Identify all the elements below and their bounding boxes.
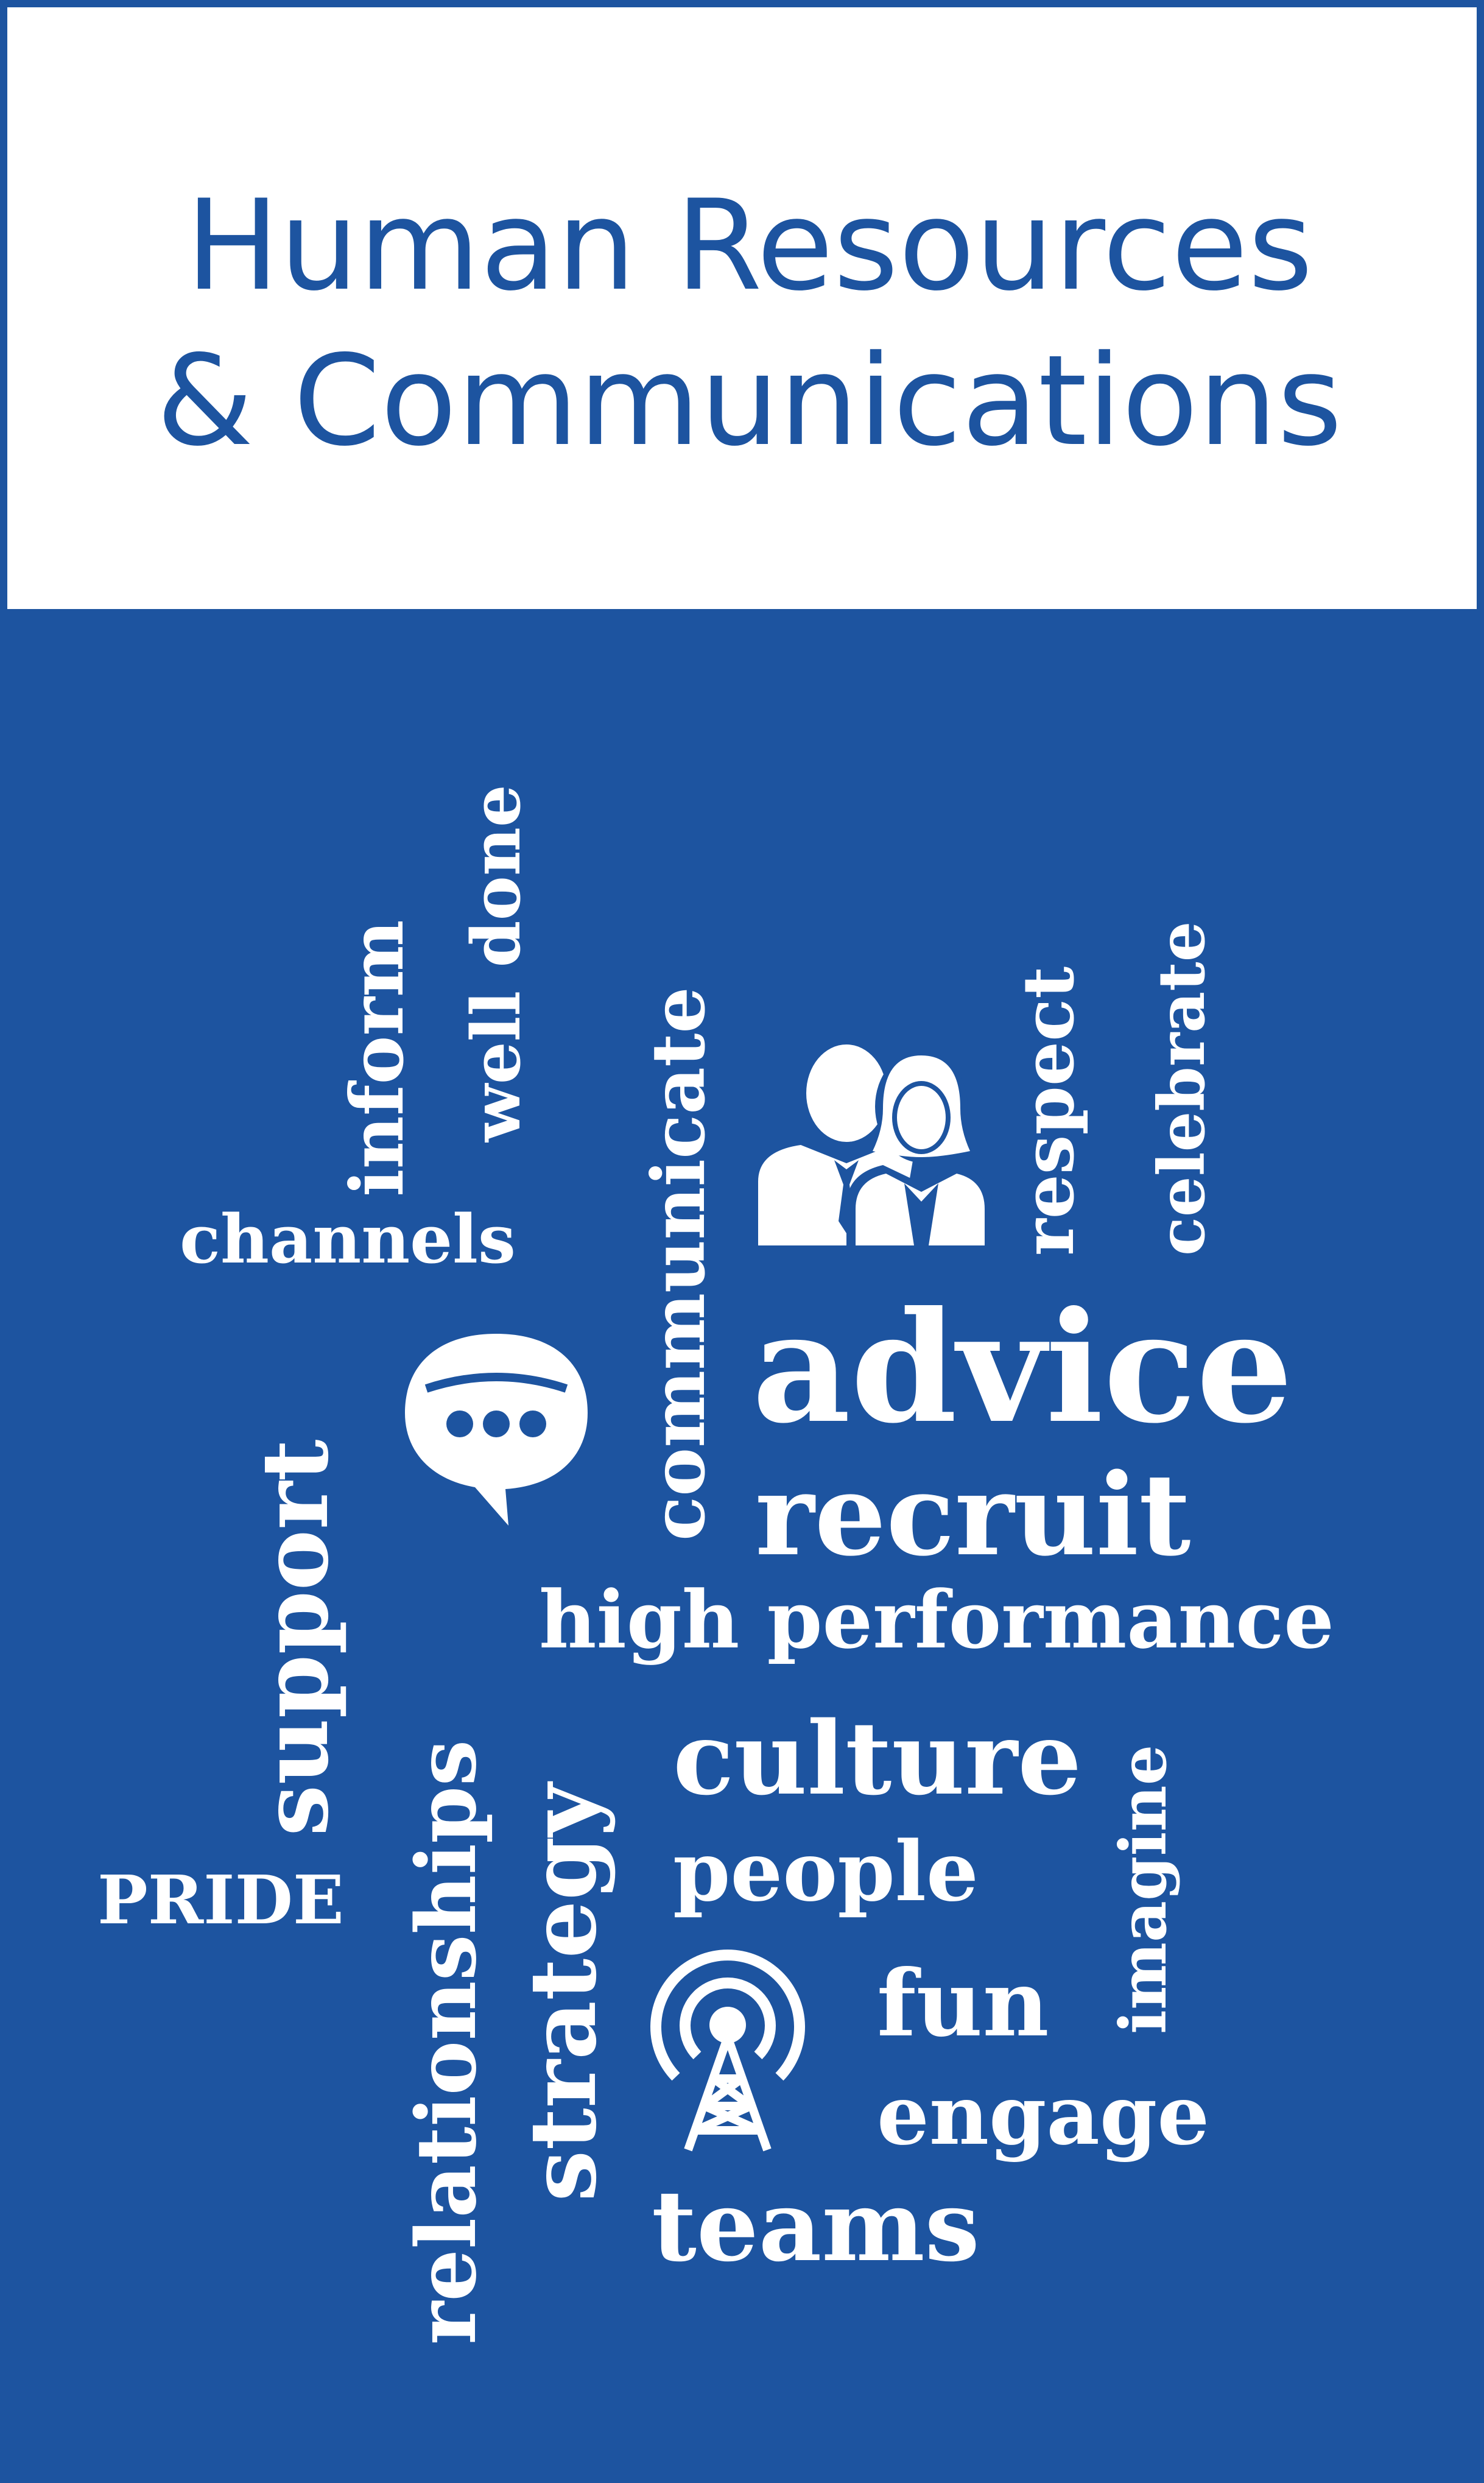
- word-communicate: communicate: [636, 987, 722, 1541]
- word-support: support: [242, 1439, 349, 1836]
- word-celebrate: celebrate: [1144, 921, 1219, 1256]
- broadcast-tower-icon: [650, 1949, 805, 2152]
- page-title-line1: Human Resources: [185, 174, 1313, 319]
- word-pride: PRIDE: [97, 1861, 344, 1939]
- word-channels: channels: [180, 1200, 516, 1278]
- people-icon: [758, 1044, 993, 1245]
- word-teams: teams: [652, 2169, 980, 2283]
- chat-bubble-icon: [405, 1334, 588, 1526]
- word-well-done: well done: [457, 784, 535, 1142]
- word-fun: fun: [877, 1950, 1049, 2057]
- word-advice: advice: [752, 1278, 1293, 1457]
- word-engage: engage: [877, 2066, 1210, 2163]
- header-box: Human Resources & Communications: [0, 0, 1484, 609]
- page-title-line2: & Communications: [156, 329, 1343, 474]
- word-people: people: [673, 1823, 979, 1920]
- word-respect: respect: [1008, 966, 1090, 1256]
- word-high-performance: high performance: [539, 1573, 1334, 1666]
- word-cloud-panel: inform well done communicate respect cel…: [0, 609, 1484, 2483]
- word-culture: culture: [673, 1699, 1082, 1817]
- word-relationships: relationships: [398, 1739, 494, 2345]
- word-imagine: imagine: [1105, 1744, 1181, 2034]
- word-strategy: strategy: [510, 1783, 617, 2202]
- word-recruit: recruit: [755, 1448, 1191, 1581]
- word-inform: inform: [334, 920, 420, 1197]
